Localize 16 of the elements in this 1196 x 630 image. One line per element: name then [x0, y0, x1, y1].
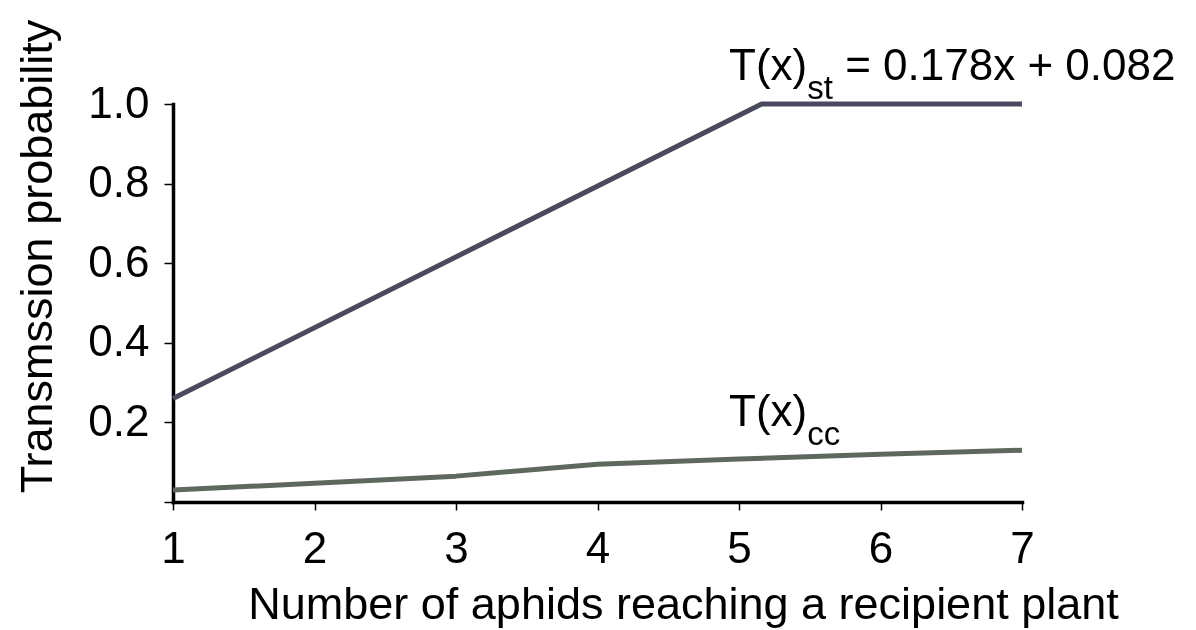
series-label: T(x)$_{st}$ = 0.178x + 0.082	[729, 40, 1176, 106]
x-tick-label: 2	[302, 522, 328, 572]
x-axis-title: Number of aphids reaching a recipient plant	[248, 577, 1120, 629]
y-tick-label: 0.8	[88, 157, 150, 207]
x-tick-label: 5	[727, 522, 752, 572]
y-tick-label: 1.0	[88, 77, 150, 127]
x-tick-label: 6	[868, 522, 894, 572]
y-tick-label: 0.2	[88, 395, 150, 445]
x-tick-label: 1	[161, 522, 186, 572]
x-tick-label: 7	[1010, 522, 1035, 572]
y-tick-label: 0.6	[88, 236, 150, 286]
x-tick-label: 4	[585, 522, 611, 572]
series-label: T(x)$_{cc}$	[729, 386, 841, 452]
y-tick-label: 0.4	[88, 316, 150, 366]
y-axis-title: Transmssion probability	[10, 19, 62, 494]
x-tick-label: 3	[444, 522, 469, 572]
